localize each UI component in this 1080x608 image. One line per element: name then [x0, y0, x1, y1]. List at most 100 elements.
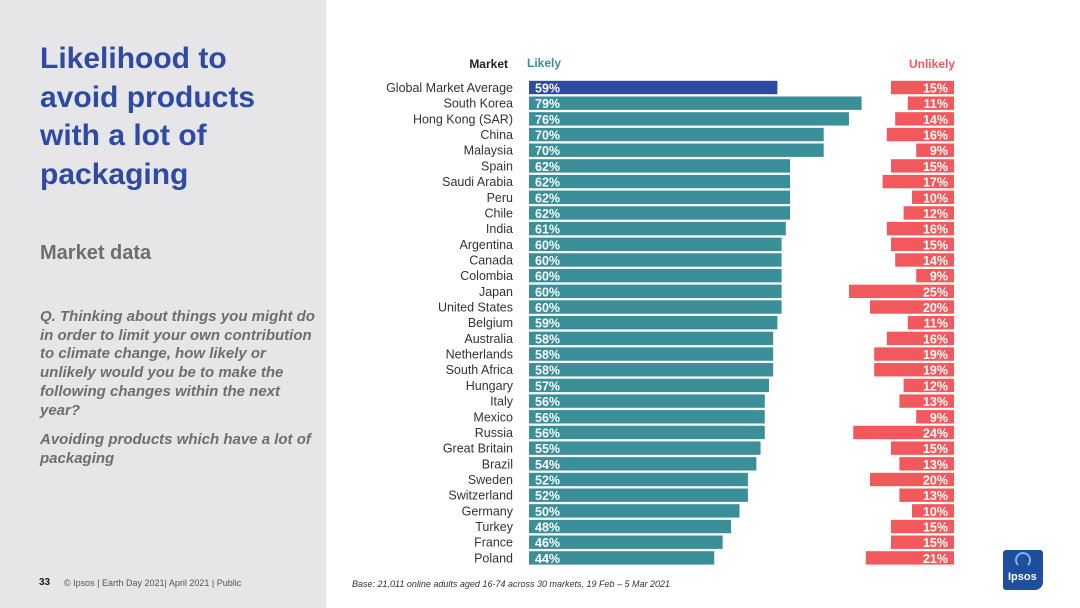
unlikely-value-label: 12% [923, 379, 948, 393]
unlikely-bar [891, 237, 954, 251]
category-label: Spain [481, 159, 513, 173]
unlikely-bar [886, 221, 954, 236]
unlikely-bar [874, 347, 954, 361]
likely-value-label: 56% [535, 426, 560, 440]
category-label: Great Britain [443, 442, 513, 456]
unlikely-value-label: 19% [923, 348, 948, 362]
unlikely-bar [912, 504, 954, 518]
likely-value-label: 52% [535, 489, 560, 503]
unlikely-bar [853, 425, 954, 440]
unlikely-value-label: 15% [923, 160, 948, 174]
unlikely-value-label: 15% [923, 238, 948, 252]
unlikely-bar [899, 394, 954, 408]
category-label: Argentina [459, 238, 513, 252]
unlikely-value-label: 14% [923, 113, 948, 127]
category-label: Peru [487, 191, 513, 205]
unlikely-bar [882, 174, 954, 189]
category-label: Brazil [482, 457, 513, 471]
category-label: South Korea [444, 97, 514, 111]
unlikely-value-label: 12% [923, 207, 948, 221]
logo-text: Ipsos [1008, 571, 1037, 583]
category-label: Switzerland [448, 489, 513, 503]
unlikely-value-label: 20% [923, 301, 948, 315]
likely-bar [529, 363, 774, 377]
likely-bar [529, 190, 791, 204]
likely-bar [529, 488, 748, 502]
unlikely-value-label: 21% [923, 552, 948, 566]
unlikely-value-label: 11% [924, 317, 948, 331]
likely-bar [529, 331, 774, 346]
unlikely-value-label: 15% [923, 521, 948, 535]
likely-value-label: 70% [535, 144, 560, 158]
unlikely-bar [865, 551, 954, 565]
unlikely-value-label: 16% [923, 332, 948, 346]
unlikely-value-label: 13% [923, 489, 948, 503]
unlikely-bar [899, 488, 954, 502]
category-label: South Africa [446, 363, 513, 377]
unlikely-bar [907, 316, 954, 330]
unlikely-value-label: 16% [923, 223, 948, 237]
likely-bar [529, 410, 765, 424]
category-label: Germany [462, 504, 514, 518]
likely-value-label: 59% [535, 317, 560, 331]
survey-statement: Avoiding products which have a lot of pa… [40, 431, 311, 467]
unlikely-value-label: 15% [923, 82, 948, 96]
likely-value-label: 55% [535, 442, 560, 456]
likely-bar [529, 425, 765, 440]
base-note: Base: 21,011 online adults aged 16-74 ac… [352, 579, 671, 589]
unlikely-value-label: 16% [923, 129, 948, 143]
category-label: Italy [490, 395, 514, 409]
unlikely-bar [916, 268, 954, 283]
footer-copyright: © Ipsos | Earth Day 2021| April 2021 | P… [64, 578, 242, 588]
likely-value-label: 52% [535, 474, 560, 488]
unlikely-value-label: 10% [923, 191, 948, 205]
likely-bar [529, 237, 782, 251]
category-label: Russia [475, 426, 513, 440]
category-label: Saudi Arabia [442, 175, 513, 189]
category-label: Colombia [460, 269, 513, 283]
category-label: Hong Kong (SAR) [413, 112, 513, 126]
likely-bar [529, 347, 774, 361]
likely-bar [529, 206, 791, 220]
likely-value-label: 60% [535, 301, 560, 315]
likely-bar [529, 394, 765, 408]
page-number: 33 [39, 577, 51, 588]
unlikely-value-label: 17% [923, 176, 948, 190]
unlikely-bar [903, 378, 954, 393]
sidebar-panel: Likelihood to avoid products with a lot … [0, 0, 326, 608]
unlikely-value-label: 15% [923, 442, 948, 456]
unlikely-bar [891, 535, 954, 549]
likely-bar [529, 441, 761, 455]
unlikely-value-label: 25% [923, 285, 948, 299]
category-label: Chile [485, 206, 514, 220]
unlikely-bar [912, 190, 954, 204]
likely-bar [529, 535, 723, 549]
survey-question: Q. Thinking about things you might do in… [40, 308, 315, 419]
likely-value-label: 54% [535, 458, 560, 472]
likely-bar [529, 472, 748, 487]
likely-value-label: 58% [535, 332, 560, 346]
likely-bar [529, 112, 849, 126]
likely-value-label: 59% [535, 82, 560, 96]
likely-header: Likely [527, 56, 561, 70]
ipsos-logo: Ipsos [1003, 550, 1043, 590]
likely-bar [529, 96, 862, 110]
market-header: Market [469, 57, 508, 71]
likely-value-label: 50% [535, 505, 560, 519]
unlikely-value-label: 9% [930, 270, 948, 284]
likely-value-label: 62% [535, 191, 560, 205]
unlikely-value-label: 15% [923, 536, 948, 550]
unlikely-value-label: 10% [923, 505, 948, 519]
category-label: Belgium [468, 316, 513, 330]
unlikely-value-label: 9% [930, 144, 948, 158]
likely-value-label: 62% [535, 176, 560, 190]
likely-bar [529, 551, 715, 565]
unlikely-value-label: 11% [924, 97, 948, 111]
unlikely-bar [903, 206, 954, 220]
category-label: India [486, 222, 513, 236]
likely-value-label: 60% [535, 285, 560, 299]
likely-bar [529, 504, 740, 518]
likely-value-label: 57% [535, 379, 560, 393]
likely-bar [529, 253, 782, 267]
